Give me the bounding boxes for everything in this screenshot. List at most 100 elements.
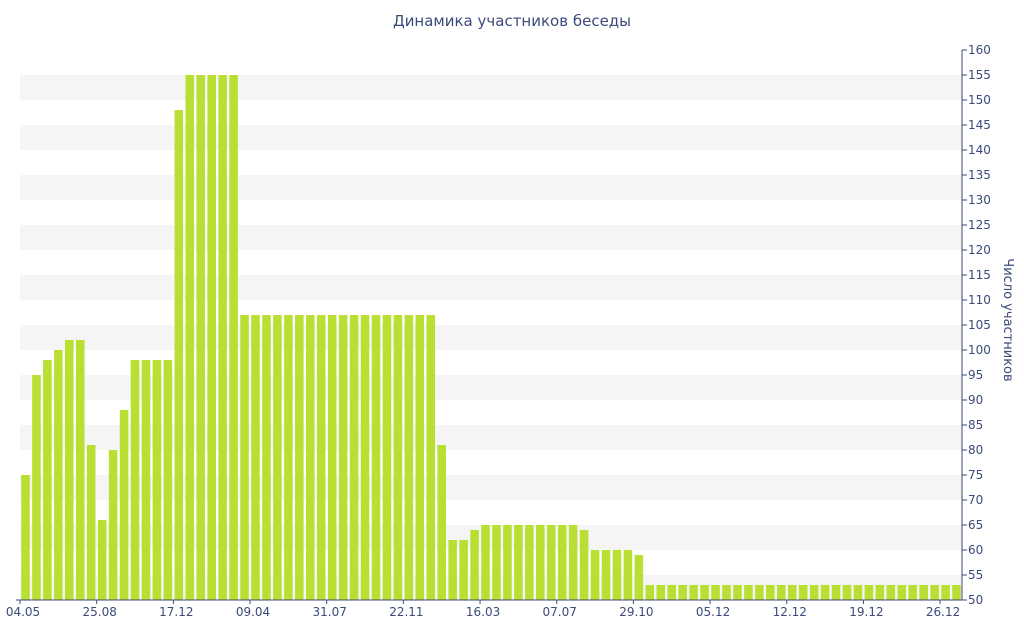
- bar: [787, 585, 797, 600]
- bar: [185, 75, 195, 600]
- x-tick-label: 17.12: [159, 605, 193, 619]
- bar: [21, 475, 30, 600]
- bar: [130, 360, 140, 600]
- y-tick-label: 160: [968, 43, 991, 57]
- bar: [371, 315, 381, 600]
- grid-band: [20, 325, 962, 350]
- y-tick-label: 70: [968, 493, 983, 507]
- bar: [525, 525, 534, 600]
- x-axis: 04.05 25.08 17.12 09.04 31.07 22.11 16.03 07.07…: [6, 599, 962, 619]
- bar: [97, 520, 107, 600]
- bar: [152, 360, 162, 600]
- x-tick-label: 16.03: [466, 605, 500, 619]
- bar: [437, 445, 446, 600]
- bar: [382, 315, 392, 600]
- y-tick-label: 155: [968, 68, 991, 82]
- bar: [54, 350, 63, 600]
- y-tick-label: 125: [968, 218, 991, 232]
- bar: [360, 315, 370, 600]
- bar: [897, 585, 907, 600]
- bar: [623, 550, 633, 600]
- y-tick-label: 60: [968, 543, 983, 557]
- bar: [218, 75, 227, 600]
- bar: [163, 360, 173, 600]
- bar: [503, 525, 512, 600]
- bar: [262, 315, 271, 600]
- y-tick-label: 95: [968, 368, 983, 382]
- bar: [711, 585, 720, 600]
- bar: [656, 585, 666, 600]
- bar: [798, 585, 808, 600]
- bar: [108, 450, 118, 600]
- bar: [601, 550, 611, 600]
- y-tick-label: 100: [968, 343, 991, 357]
- bar: [744, 585, 753, 600]
- bar: [546, 525, 556, 600]
- grid-band: [20, 175, 962, 200]
- y-tick-label: 145: [968, 118, 991, 132]
- bar: [941, 585, 950, 600]
- bar: [919, 585, 928, 600]
- x-tick-label: 25.08: [82, 605, 116, 619]
- bar: [809, 585, 819, 600]
- y-tick-label: 120: [968, 243, 991, 257]
- bar: [820, 585, 830, 600]
- bar: [568, 525, 578, 600]
- grid-band: [20, 275, 962, 300]
- bar: [481, 525, 490, 600]
- x-tick-label: 31.07: [313, 605, 347, 619]
- bar: [776, 585, 786, 600]
- bar: [426, 315, 436, 600]
- y-tick-label: 135: [968, 168, 991, 182]
- bar: [273, 315, 282, 600]
- y-tick-label: 150: [968, 93, 991, 107]
- bar: [689, 585, 698, 600]
- bar: [240, 315, 249, 600]
- x-tick-label: 09.04: [236, 605, 270, 619]
- y-tick-label: 110: [968, 293, 991, 307]
- bar: [404, 315, 414, 600]
- bar: [229, 75, 238, 600]
- bar: [886, 585, 896, 600]
- bar: [842, 585, 852, 600]
- bar: [174, 110, 184, 600]
- bar: [349, 315, 359, 600]
- y-tick-label: 50: [968, 593, 983, 607]
- x-tick-label: 29.10: [619, 605, 653, 619]
- bar: [612, 550, 622, 600]
- y-axis-title: Число участников: [1000, 258, 1015, 381]
- y-tick-label: 80: [968, 443, 983, 457]
- y-tick-label: 55: [968, 568, 983, 582]
- x-tick-label: 26.12: [926, 605, 960, 619]
- bar: [251, 315, 260, 600]
- bar: [864, 585, 874, 600]
- grid-band: [20, 125, 962, 150]
- bar: [316, 315, 326, 600]
- bar: [86, 445, 96, 600]
- grid-band: [20, 525, 962, 550]
- grid-band: [20, 475, 962, 500]
- y-tick-label: 130: [968, 193, 991, 207]
- y-tick-label: 75: [968, 468, 983, 482]
- y-tick-label: 65: [968, 518, 983, 532]
- bar: [492, 525, 501, 600]
- bar: [875, 585, 885, 600]
- bar: [448, 540, 457, 600]
- bar: [327, 315, 337, 600]
- bar: [908, 585, 917, 600]
- bar: [557, 525, 567, 600]
- grid-band: [20, 575, 962, 600]
- bars-group: [21, 75, 961, 600]
- grid-band: [20, 225, 962, 250]
- bar: [514, 525, 523, 600]
- x-tick-label: 04.05: [6, 605, 40, 619]
- y-axis: 50 55 60 65 70 75 80 85 90 95 100 105 110 115 120 125 13…: [961, 43, 1015, 607]
- bar: [75, 340, 85, 600]
- bar: [831, 585, 841, 600]
- bar: [470, 530, 479, 600]
- bar: [590, 550, 600, 600]
- bar: [32, 375, 41, 600]
- grid-band: [20, 375, 962, 400]
